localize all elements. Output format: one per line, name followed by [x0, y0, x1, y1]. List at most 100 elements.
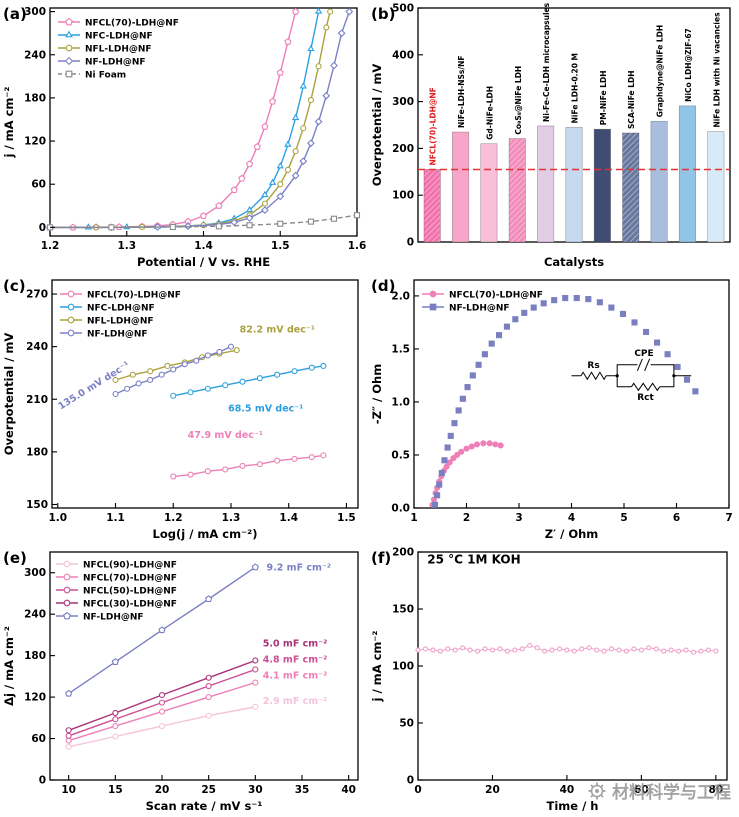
svg-text:180: 180 — [24, 92, 46, 104]
svg-text:Co₉S₈@NiFe LDH: Co₉S₈@NiFe LDH — [514, 66, 523, 135]
svg-text:NFC-LDH@NF: NFC-LDH@NF — [87, 304, 155, 314]
svg-text:NFCL(70)-LDH@NF: NFCL(70)-LDH@NF — [85, 19, 179, 29]
svg-text:0: 0 — [407, 237, 414, 249]
svg-text:10: 10 — [61, 784, 76, 796]
svg-text:1.3: 1.3 — [222, 512, 241, 524]
svg-text:NFCL(30)-LDH@NF: NFCL(30)-LDH@NF — [83, 600, 177, 610]
svg-text:150: 150 — [392, 604, 414, 616]
svg-text:0: 0 — [39, 775, 46, 787]
svg-text:1.6: 1.6 — [348, 240, 367, 252]
svg-text:35: 35 — [295, 784, 310, 796]
svg-text:CPE: CPE — [634, 349, 653, 359]
svg-text:(a): (a) — [3, 5, 27, 23]
svg-text:NiCo LDH@ZIF-67: NiCo LDH@ZIF-67 — [684, 28, 693, 102]
svg-text:100: 100 — [392, 661, 414, 673]
panel-b-overpotential-bar-chart: (b) NFCL(70)-LDH@NF NiFe-LDH-NSs/NF Gd-NiFe… — [368, 0, 739, 272]
svg-text:Δj / mA cm⁻²: Δj / mA cm⁻² — [2, 626, 16, 706]
svg-text:NFCL(70)-LDH@NF: NFCL(70)-LDH@NF — [449, 291, 543, 301]
svg-text:15: 15 — [108, 784, 123, 796]
svg-text:20: 20 — [155, 784, 170, 796]
panel-d-nyquist-chart: (d) 1 2 3 4 5 6 7 0.0 0.5 1.0 1.5 2.0 Z′ / Ohm -Z″ / O… — [368, 272, 739, 544]
svg-text:1.2: 1.2 — [164, 512, 183, 524]
svg-text:1.0: 1.0 — [48, 512, 67, 524]
svg-text:NF-LDH@NF: NF-LDH@NF — [87, 330, 148, 340]
svg-text:9.2 mF cm⁻²: 9.2 mF cm⁻² — [267, 563, 332, 574]
svg-text:2.0: 2.0 — [391, 290, 410, 302]
svg-text:NF-LDH@NF: NF-LDH@NF — [449, 304, 510, 314]
svg-text:120: 120 — [24, 692, 46, 704]
svg-text:NiFe LDH with Ni vacancies: NiFe LDH with Ni vacancies — [712, 12, 721, 128]
svg-text:80: 80 — [709, 784, 724, 796]
svg-text:240: 240 — [26, 341, 48, 353]
svg-text:240: 240 — [24, 609, 46, 621]
svg-text:0: 0 — [39, 222, 46, 234]
svg-text:(f): (f) — [371, 549, 391, 567]
svg-text:NFL-LDH@NF: NFL-LDH@NF — [85, 45, 152, 55]
svg-text:100: 100 — [392, 190, 414, 202]
panel-c-tafel-chart: (c) 1.0 1.1 1.2 1.3 1.4 1.5 150 180 210 240 270 Log(… — [0, 272, 368, 544]
svg-text:270: 270 — [26, 289, 48, 301]
svg-text:50: 50 — [399, 718, 414, 730]
svg-text:PM-NiFe LDH: PM-NiFe LDH — [599, 70, 608, 125]
svg-text:4: 4 — [568, 512, 575, 524]
svg-text:300: 300 — [24, 567, 46, 579]
svg-text:(e): (e) — [3, 549, 27, 567]
svg-text:NiFe LDH-0.20 M: NiFe LDH-0.20 M — [571, 53, 580, 123]
svg-text:NFCL(50)-LDH@NF: NFCL(50)-LDH@NF — [83, 587, 177, 597]
svg-text:25: 25 — [201, 784, 216, 796]
svg-text:400: 400 — [392, 49, 414, 61]
svg-text:68.5 mV dec⁻¹: 68.5 mV dec⁻¹ — [228, 404, 303, 415]
svg-text:Ni Foam: Ni Foam — [85, 71, 126, 81]
svg-text:NF-LDH@NF: NF-LDH@NF — [83, 613, 144, 623]
svg-text:210: 210 — [26, 394, 48, 406]
svg-text:47.9 mV dec⁻¹: 47.9 mV dec⁻¹ — [188, 430, 263, 441]
svg-text:-Z″ / Ohm: -Z″ / Ohm — [370, 364, 384, 424]
svg-text:Gd-NiFe-LDH: Gd-NiFe-LDH — [485, 86, 494, 140]
svg-text:7: 7 — [725, 512, 732, 524]
svg-text:1: 1 — [410, 512, 417, 524]
svg-text:135.0 mV dec⁻¹: 135.0 mV dec⁻¹ — [56, 360, 131, 413]
svg-text:150: 150 — [26, 499, 48, 511]
svg-text:NFC-LDH@NF: NFC-LDH@NF — [85, 32, 153, 42]
panel-a-lsv-chart: (a) 1.2 1.3 1.4 1.5 1.6 0 60 120 180 240 300 Potenti… — [0, 0, 368, 272]
svg-text:Time / h: Time / h — [547, 799, 599, 813]
panel-f-stability-chart: (f) 0 20 40 60 80 0 50 100 150 200 Time / h j / mA c… — [368, 544, 739, 816]
svg-text:20: 20 — [485, 784, 500, 796]
svg-text:NFCL(70)-LDH@NF: NFCL(70)-LDH@NF — [429, 87, 438, 165]
svg-text:40: 40 — [341, 784, 356, 796]
svg-text:300: 300 — [24, 6, 46, 18]
svg-text:60: 60 — [634, 784, 649, 796]
svg-text:1.4: 1.4 — [194, 240, 213, 252]
svg-text:Scan rate / mV s⁻¹: Scan rate / mV s⁻¹ — [146, 799, 263, 813]
svg-text:1.5: 1.5 — [391, 343, 410, 355]
svg-text:1.5: 1.5 — [271, 240, 290, 252]
svg-text:2.9 mF cm⁻²: 2.9 mF cm⁻² — [263, 696, 328, 707]
svg-text:NFL-LDH@NF: NFL-LDH@NF — [87, 317, 154, 327]
svg-text:NFCL(70)-LDH@NF: NFCL(70)-LDH@NF — [83, 574, 177, 584]
svg-text:Log(j / mA cm⁻²): Log(j / mA cm⁻²) — [153, 527, 258, 541]
svg-text:NF-LDH@NF: NF-LDH@NF — [85, 58, 146, 68]
svg-text:Overpotential / mV: Overpotential / mV — [2, 333, 16, 456]
svg-text:200: 200 — [392, 143, 414, 155]
svg-text:1.3: 1.3 — [117, 240, 136, 252]
svg-text:1.0: 1.0 — [391, 396, 410, 408]
svg-text:60: 60 — [31, 179, 46, 191]
svg-text:40: 40 — [560, 784, 575, 796]
svg-text:Graphdyne@NiFe LDH: Graphdyne@NiFe LDH — [656, 25, 665, 117]
svg-text:180: 180 — [24, 650, 46, 662]
svg-text:0.0: 0.0 — [391, 503, 410, 515]
svg-text:120: 120 — [24, 136, 46, 148]
svg-text:(c): (c) — [3, 277, 26, 295]
svg-text:SCA-NiFe LDH: SCA-NiFe LDH — [627, 70, 636, 128]
svg-text:82.2 mV dec⁻¹: 82.2 mV dec⁻¹ — [240, 325, 315, 336]
svg-text:1.2: 1.2 — [41, 240, 60, 252]
svg-text:(d): (d) — [371, 277, 395, 295]
svg-text:500: 500 — [392, 3, 414, 15]
svg-text:1.1: 1.1 — [106, 512, 125, 524]
svg-text:4.1 mF cm⁻²: 4.1 mF cm⁻² — [263, 670, 328, 681]
svg-text:300: 300 — [392, 96, 414, 108]
svg-text:NiFe-LDH-NSs/NF: NiFe-LDH-NSs/NF — [457, 55, 466, 128]
svg-text:1.5: 1.5 — [337, 512, 356, 524]
